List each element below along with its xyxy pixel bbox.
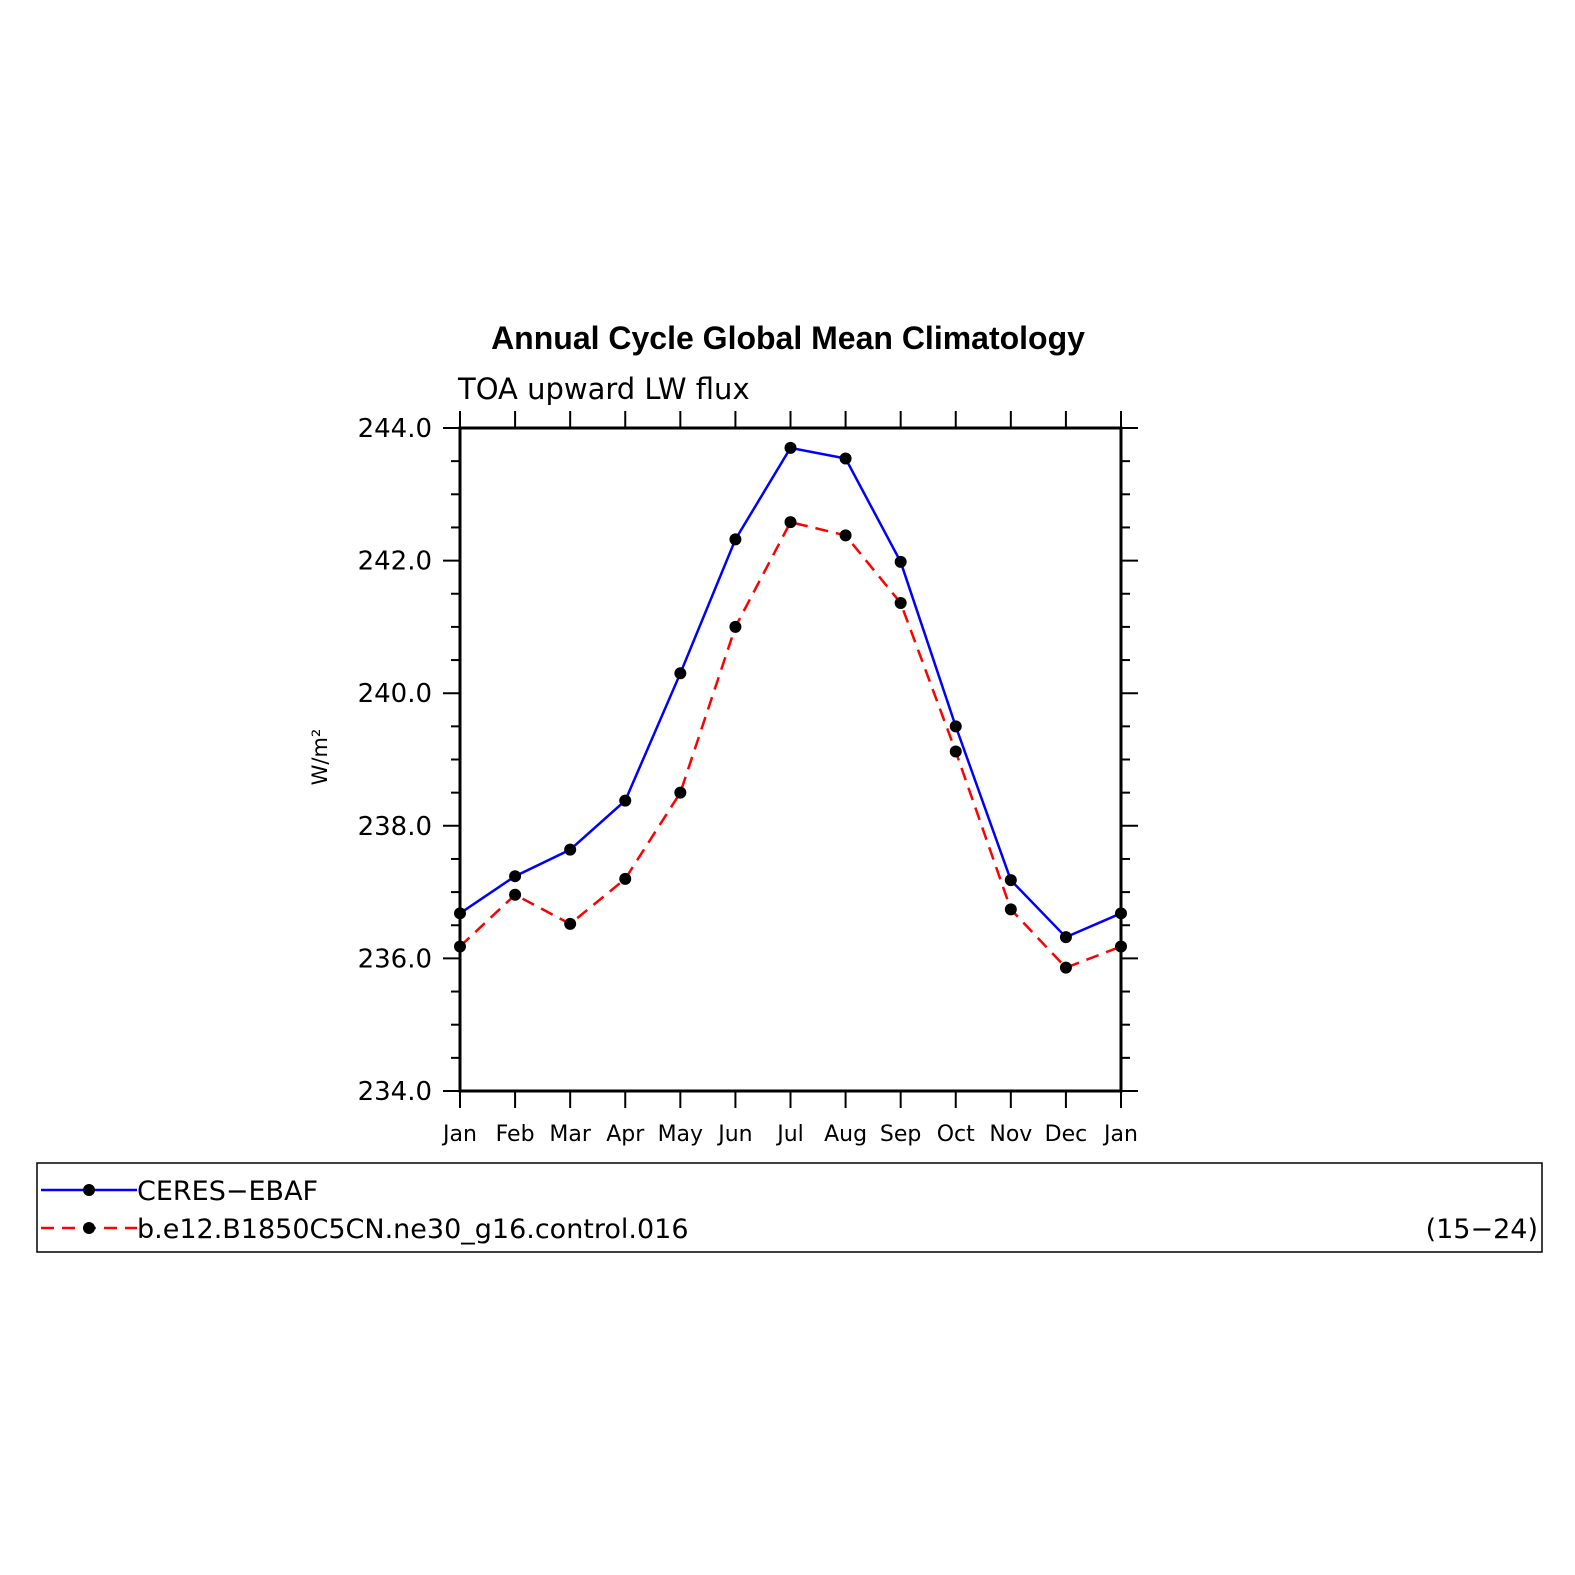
series-1-point	[1115, 907, 1127, 920]
legend-marker-series-2	[83, 1222, 95, 1234]
x-tick-label: Sep	[880, 1122, 921, 1147]
series-1-point	[454, 907, 466, 920]
y-tick-label: 234.0	[358, 1077, 432, 1107]
x-tick-label: Dec	[1045, 1122, 1088, 1147]
legend-label-series-2: b.e12.B1850C5CN.ne30_g16.control.016	[137, 1214, 689, 1245]
x-tick-label: Mar	[549, 1122, 591, 1147]
y-tick-label: 236.0	[358, 944, 432, 974]
series-layer	[454, 441, 1127, 974]
series-2-point	[729, 620, 742, 633]
legend-label-series-1: CERES−EBAF	[137, 1176, 318, 1207]
x-tick-label: Aug	[824, 1122, 867, 1147]
series-1-point	[784, 441, 797, 454]
y-axis-label: W/m²	[308, 729, 332, 786]
y-tick-label: 244.0	[358, 414, 432, 444]
series-1-point	[1059, 931, 1072, 944]
x-tick-label: Jan	[1102, 1122, 1138, 1147]
x-tick-label: May	[658, 1122, 703, 1147]
series-2-point	[509, 888, 522, 901]
series-1-point	[619, 794, 632, 807]
series-2-point	[619, 872, 632, 885]
series-1-point	[564, 843, 577, 856]
x-tick-label: Jun	[716, 1122, 752, 1147]
legend-box	[36, 1162, 1543, 1253]
series-2-point	[674, 786, 687, 799]
x-tick-label: Nov	[989, 1122, 1032, 1147]
y-tick-label: 240.0	[358, 679, 432, 709]
series-2-point	[894, 597, 907, 610]
series-2-point	[784, 516, 797, 529]
x-tick-label: Oct	[937, 1122, 975, 1147]
series-2-point	[1115, 940, 1127, 953]
series-1-point	[949, 720, 962, 733]
legend-note: (15−24)	[1426, 1214, 1538, 1245]
chart-title: Annual Cycle Global Mean Climatology	[491, 320, 1085, 356]
series-1-point	[674, 667, 687, 680]
x-tick-label: Jul	[775, 1122, 804, 1147]
series-1-point	[839, 452, 852, 465]
series-2-point	[454, 940, 466, 953]
series-1-point	[894, 555, 907, 568]
x-tick-label: Jan	[441, 1122, 477, 1147]
series-1-point	[509, 870, 522, 883]
x-tick-label: Apr	[606, 1122, 645, 1147]
y-tick-label: 238.0	[358, 812, 432, 842]
chart-subtitle: TOA upward LW flux	[457, 372, 750, 406]
series-1-point	[1004, 874, 1017, 887]
series-1-point	[729, 533, 742, 546]
series-2-point	[839, 529, 852, 542]
series-2-point	[564, 917, 577, 930]
y-tick-label: 242.0	[358, 547, 432, 577]
legend: CERES−EBAF b.e12.B1850C5CN.ne30_g16.cont…	[36, 1162, 1543, 1253]
legend-marker-series-1	[83, 1184, 95, 1196]
x-tick-label: Feb	[496, 1122, 535, 1147]
series-2-point	[1059, 961, 1072, 974]
series-2-point	[1004, 903, 1017, 916]
series-line-2	[459, 520, 1122, 970]
series-2-point	[949, 745, 962, 758]
plot-axes: 234.0 236.0 238.0 240.0 242.0 244.0 Jan Feb Mar A…	[358, 411, 1138, 1147]
